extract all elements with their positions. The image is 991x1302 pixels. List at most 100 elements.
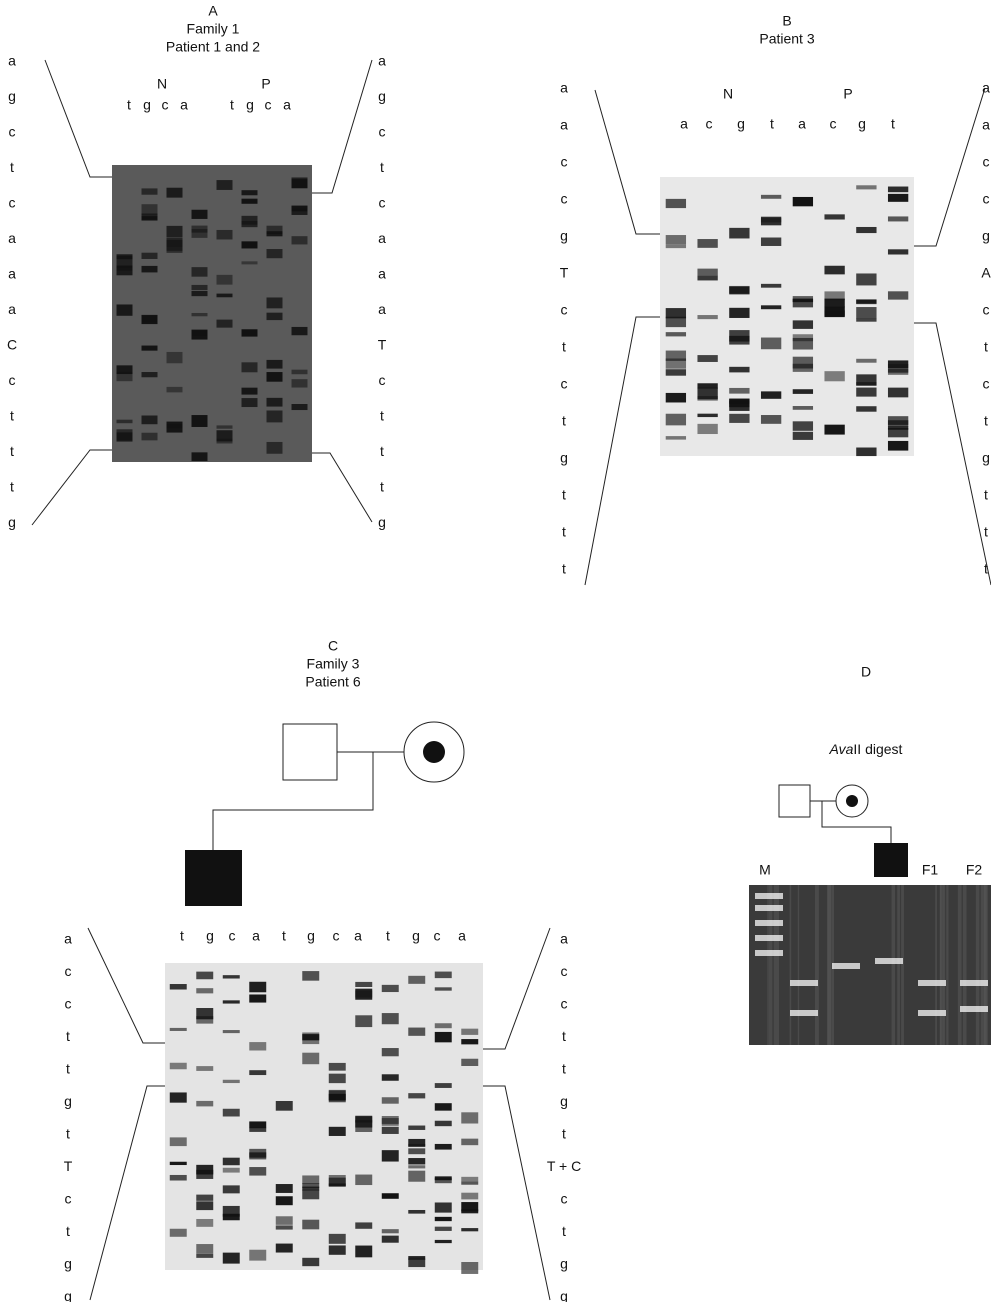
lane-label: t [386,928,390,944]
gel-band [408,1210,425,1214]
gel-band [729,286,749,293]
gel-band [170,1028,187,1031]
gel-band [697,424,717,434]
gel-band [755,920,783,926]
sequence-base: T [64,1158,73,1174]
gel-streak [944,885,946,1045]
lane-label: a [458,928,466,944]
gel-band [196,1219,213,1227]
gel-band [382,1150,399,1161]
sequence-base: t [562,524,566,540]
gel-band [242,398,258,407]
gel-image [165,963,483,1274]
gel-band [790,1010,818,1016]
gel-band [196,1066,213,1071]
sequence-base: g [64,1256,72,1272]
gel-band [223,1253,240,1264]
gel-band [856,359,876,363]
gel-band [192,330,208,340]
gel-band [249,1167,266,1176]
lane-label: c [162,97,169,113]
sequence-base: t [66,1223,70,1239]
gel-band [824,214,844,219]
gel-streak [946,885,948,1045]
connector [483,1086,550,1300]
sequence-base: c [983,302,990,318]
gel-band [888,441,908,451]
gel-band [382,1097,399,1103]
gel-streak [981,885,983,1045]
lane-label: c [333,928,340,944]
gel-band [461,1193,478,1200]
gel-band [666,245,686,248]
gel-band [666,414,686,426]
gel-band [382,1193,399,1199]
gel-band [461,1228,478,1231]
gel-band [223,1000,240,1003]
lane-label: g [858,116,866,132]
gel-band [761,284,781,288]
gel-band [292,370,308,375]
sequence-base: t [562,1061,566,1077]
gel-band [223,1214,240,1220]
gel-band [435,987,452,990]
gel-band [267,372,283,382]
lane-label: g [143,97,151,113]
gel-band [461,1112,478,1123]
gel-band [292,327,308,335]
lane-label: F1 [922,862,939,878]
gel-image [749,885,991,1045]
gel-streak [976,885,980,1045]
gel-band [249,1042,266,1050]
gel-band [755,893,783,899]
gel-band [960,1006,988,1012]
lane-label: a [180,97,188,113]
gel-band [666,332,686,336]
panel-title: Patient 1 and 2 [166,39,260,55]
sequence-base: t [562,339,566,355]
gel-band [856,406,876,411]
sequence-base: a [560,931,568,947]
gel-band [267,297,283,308]
gel-band [856,388,876,397]
sequence-base: a [8,230,16,246]
gel-band [729,336,749,345]
gel-band [761,305,781,309]
gel-band [292,209,308,215]
gel-band [329,1090,346,1101]
gel-band [435,1227,452,1231]
gel-band [435,1202,452,1212]
gel-band [435,1121,452,1126]
sequence-base: g [982,450,990,466]
sequence-base: c [561,376,568,392]
lane-label: a [252,928,260,944]
gel-band [196,1201,213,1210]
sequence-base: c [561,963,568,979]
gel-band [888,360,908,368]
gel-band [276,1196,293,1205]
gel-band [223,1080,240,1083]
gel-band [355,1116,372,1122]
lane-group-label: N [723,86,733,102]
lane-label: g [307,928,315,944]
gel-band [793,389,813,394]
lane-label: c [229,928,236,944]
gel-band [888,369,908,373]
gel-streak [815,885,819,1045]
gel-band [461,1262,478,1274]
gel-band [192,226,208,233]
gel-band [142,253,158,259]
gel-streak [829,885,832,1045]
gel-band [382,1013,399,1024]
gel-band [755,935,783,941]
sequence-base: t [10,479,14,495]
gel-band [875,958,903,964]
gel-band [196,1016,213,1023]
sequence-base: c [379,372,386,388]
gel-band [856,374,876,385]
gel-band [142,346,158,351]
gel-band [142,433,158,441]
gel-band [196,1101,213,1106]
panel-label: B [782,13,791,29]
gel-band [217,320,233,328]
